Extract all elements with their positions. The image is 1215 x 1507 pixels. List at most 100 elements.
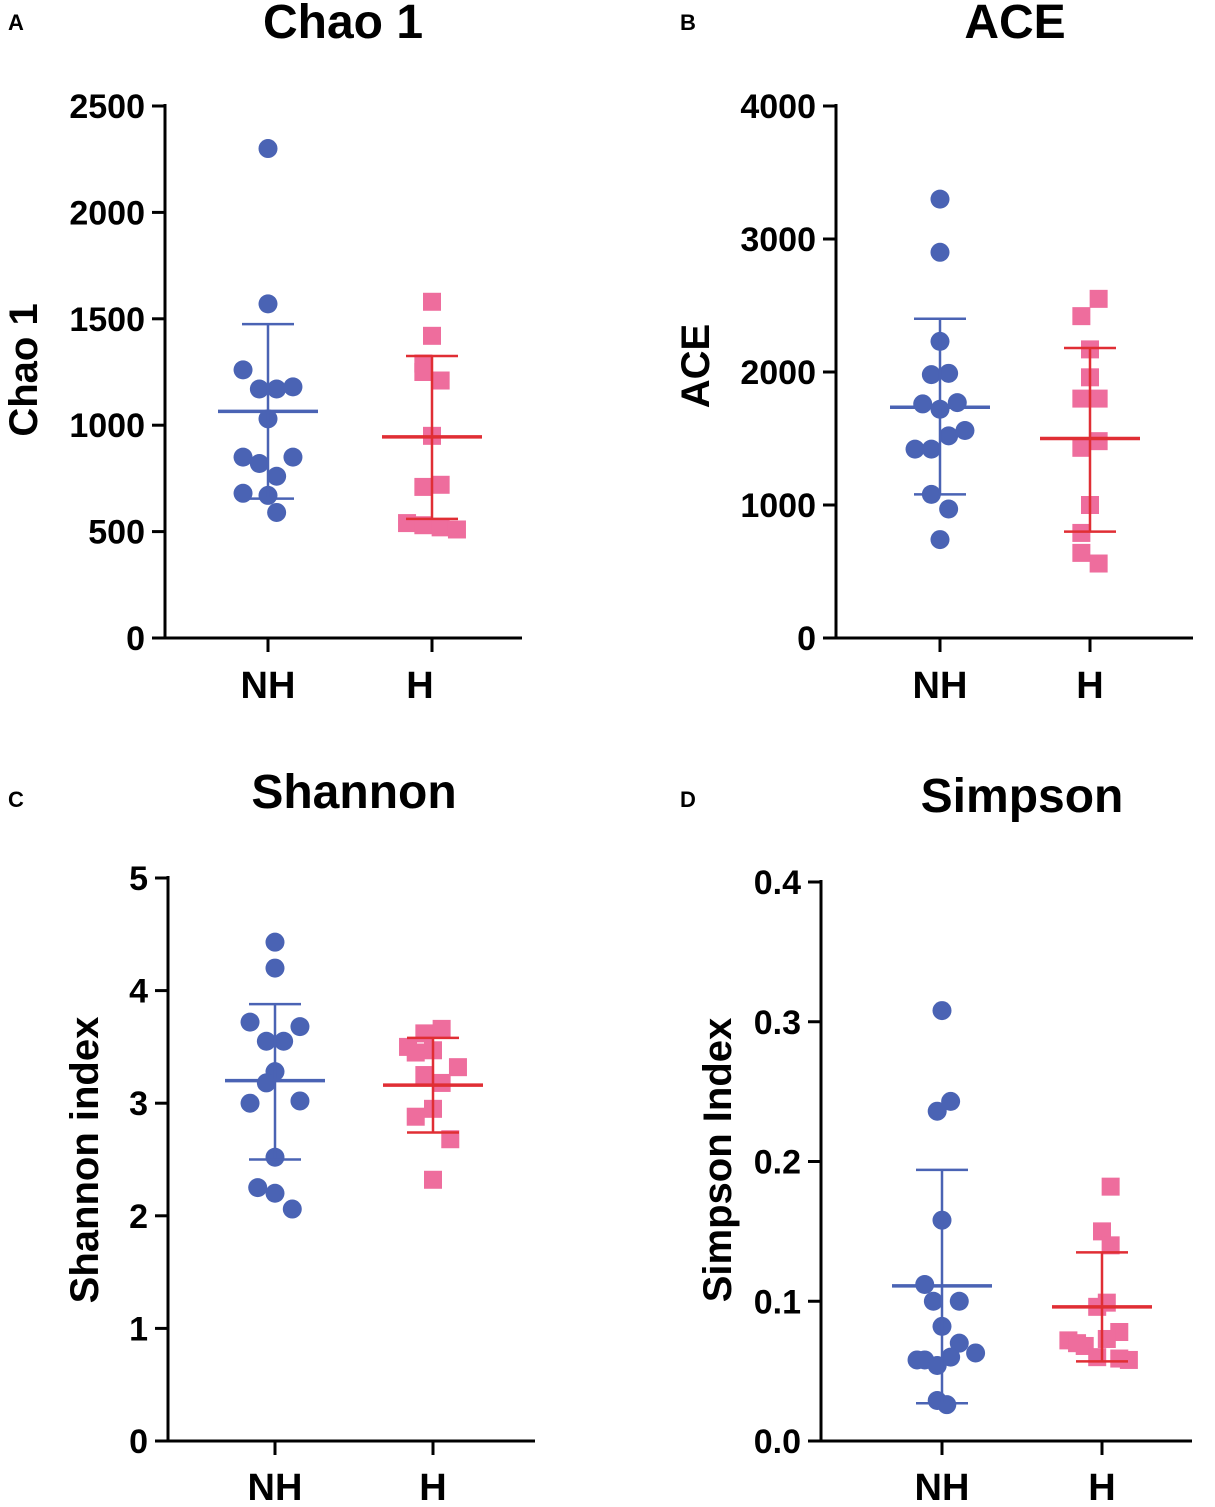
- y-tick-label-c: 2: [129, 1198, 148, 1236]
- data-point-h-c: [448, 1058, 467, 1077]
- data-point-h-b: [1089, 389, 1108, 408]
- category-label-h-d: H: [1088, 1467, 1115, 1507]
- data-point-nh-d: [927, 1101, 947, 1121]
- data-point-h-c: [415, 1066, 434, 1085]
- category-label-h-b: H: [1076, 665, 1103, 707]
- data-point-h-d: [1101, 1236, 1120, 1255]
- panel-b: B ACE ACE NH H 0 1000 2000 3000 4000: [674, 0, 1193, 707]
- y-tick-label-a: 2000: [69, 194, 145, 232]
- data-point-nh-a: [233, 447, 253, 467]
- data-point-h-c: [415, 1024, 434, 1043]
- data-point-h-d: [1088, 1348, 1107, 1367]
- data-point-nh-c: [248, 1178, 268, 1198]
- y-tick-label-d: 0.4: [754, 864, 801, 902]
- y-axis-label-d: Simpson Index: [696, 1018, 740, 1303]
- data-point-nh-b: [939, 499, 959, 519]
- data-point-h-a: [431, 371, 450, 390]
- data-point-nh-b: [955, 421, 975, 441]
- y-tick-label-d: 0.3: [754, 1004, 801, 1042]
- data-point-h-a: [414, 516, 433, 535]
- data-point-nh-c: [256, 1073, 276, 1093]
- y-tick-label-b: 4000: [740, 88, 816, 126]
- data-point-nh-a: [283, 377, 303, 397]
- y-axis-label-a: Chao 1: [2, 303, 46, 436]
- panel-label-b: B: [680, 10, 696, 35]
- data-point-nh-b: [913, 394, 933, 414]
- data-point-nh-d: [949, 1333, 969, 1353]
- y-tick-label-a: 2500: [69, 88, 145, 126]
- y-tick-label-b: 0: [797, 620, 816, 658]
- data-point-nh-d: [937, 1395, 957, 1415]
- y-tick-label-a: 1500: [69, 301, 145, 339]
- data-point-h-d: [1093, 1222, 1111, 1241]
- y-tick-label-b: 2000: [740, 354, 816, 392]
- category-label-h-c: H: [419, 1467, 446, 1507]
- data-point-h-a: [447, 520, 466, 539]
- data-point-nh-c: [290, 1017, 310, 1037]
- data-point-nh-d: [932, 1001, 952, 1021]
- chart-title-a: Chao 1: [263, 0, 423, 49]
- panel-label-a: A: [8, 10, 24, 35]
- data-point-h-a: [431, 475, 450, 494]
- data-point-h-a: [414, 477, 433, 496]
- y-axis-label-b: ACE: [674, 324, 718, 408]
- data-point-nh-a: [258, 139, 278, 159]
- data-point-h-c: [424, 1170, 442, 1189]
- data-point-nh-a: [233, 360, 253, 380]
- data-point-nh-b: [930, 189, 950, 209]
- data-point-nh-b: [930, 530, 950, 550]
- data-point-nh-d: [949, 1291, 969, 1311]
- panel-label-d: D: [680, 787, 696, 812]
- y-tick-label-a: 0: [126, 620, 145, 658]
- data-point-nh-b: [930, 242, 950, 262]
- data-point-nh-a: [249, 379, 269, 399]
- y-tick-label-b: 1000: [740, 487, 816, 525]
- plot-area-c: 0 1 2 3 4 5: [129, 860, 535, 1461]
- data-point-h-a: [431, 518, 450, 537]
- data-point-nh-d: [941, 1091, 961, 1111]
- data-point-h-d: [1119, 1350, 1138, 1369]
- data-point-nh-c: [240, 1093, 260, 1113]
- y-axis-label-c: Shannon index: [63, 1017, 107, 1304]
- y-tick-label-c: 1: [129, 1310, 148, 1348]
- category-label-nh-a: NH: [241, 665, 296, 707]
- category-label-nh-d: NH: [915, 1467, 970, 1507]
- y-tick-label-c: 3: [129, 1085, 148, 1123]
- data-point-nh-c: [265, 932, 285, 952]
- panel-d: D Simpson Simpson Index NH H 0.00.10.20.…: [680, 770, 1192, 1507]
- panel-a: A Chao 1 Chao 1 NH H 0 500 1000 1500 2000 250…: [2, 0, 522, 707]
- y-tick-label-c: 4: [129, 973, 148, 1011]
- data-point-h-c: [406, 1043, 425, 1062]
- data-point-h-a: [414, 363, 433, 381]
- y-tick-label-d: 0.2: [754, 1144, 801, 1182]
- y-tick-label-d: 0.1: [754, 1283, 801, 1321]
- data-point-h-c: [432, 1019, 451, 1038]
- data-point-nh-c: [256, 1031, 276, 1051]
- data-point-h-d: [1101, 1177, 1120, 1196]
- panel-c: C Shannon Shannon index NH H 0 1 2 3 4 5: [8, 766, 535, 1507]
- data-point-nh-b: [921, 439, 941, 459]
- data-point-h-b: [1089, 432, 1108, 451]
- y-tick-label-c: 5: [129, 860, 148, 898]
- data-point-nh-c: [265, 958, 285, 978]
- data-point-nh-b: [905, 439, 925, 459]
- data-point-h-c: [432, 1073, 451, 1092]
- y-tick-label-a: 1000: [69, 407, 145, 445]
- data-point-nh-c: [265, 1183, 285, 1203]
- y-tick-label-a: 500: [88, 514, 145, 552]
- data-point-h-a: [398, 514, 417, 533]
- data-point-nh-d: [941, 1347, 961, 1367]
- data-point-nh-a: [258, 294, 278, 314]
- data-point-nh-b: [921, 365, 941, 385]
- category-label-nh-c: NH: [248, 1467, 303, 1507]
- chart-title-b: ACE: [964, 0, 1065, 49]
- category-label-h-a: H: [406, 665, 433, 707]
- chart-title-c: Shannon: [251, 766, 456, 819]
- category-label-nh-b: NH: [913, 665, 968, 707]
- data-point-nh-a: [267, 466, 287, 486]
- data-point-nh-c: [290, 1091, 310, 1111]
- data-point-h-c: [406, 1107, 425, 1126]
- y-tick-label-c: 0: [129, 1423, 148, 1461]
- data-point-h-b: [1072, 543, 1091, 562]
